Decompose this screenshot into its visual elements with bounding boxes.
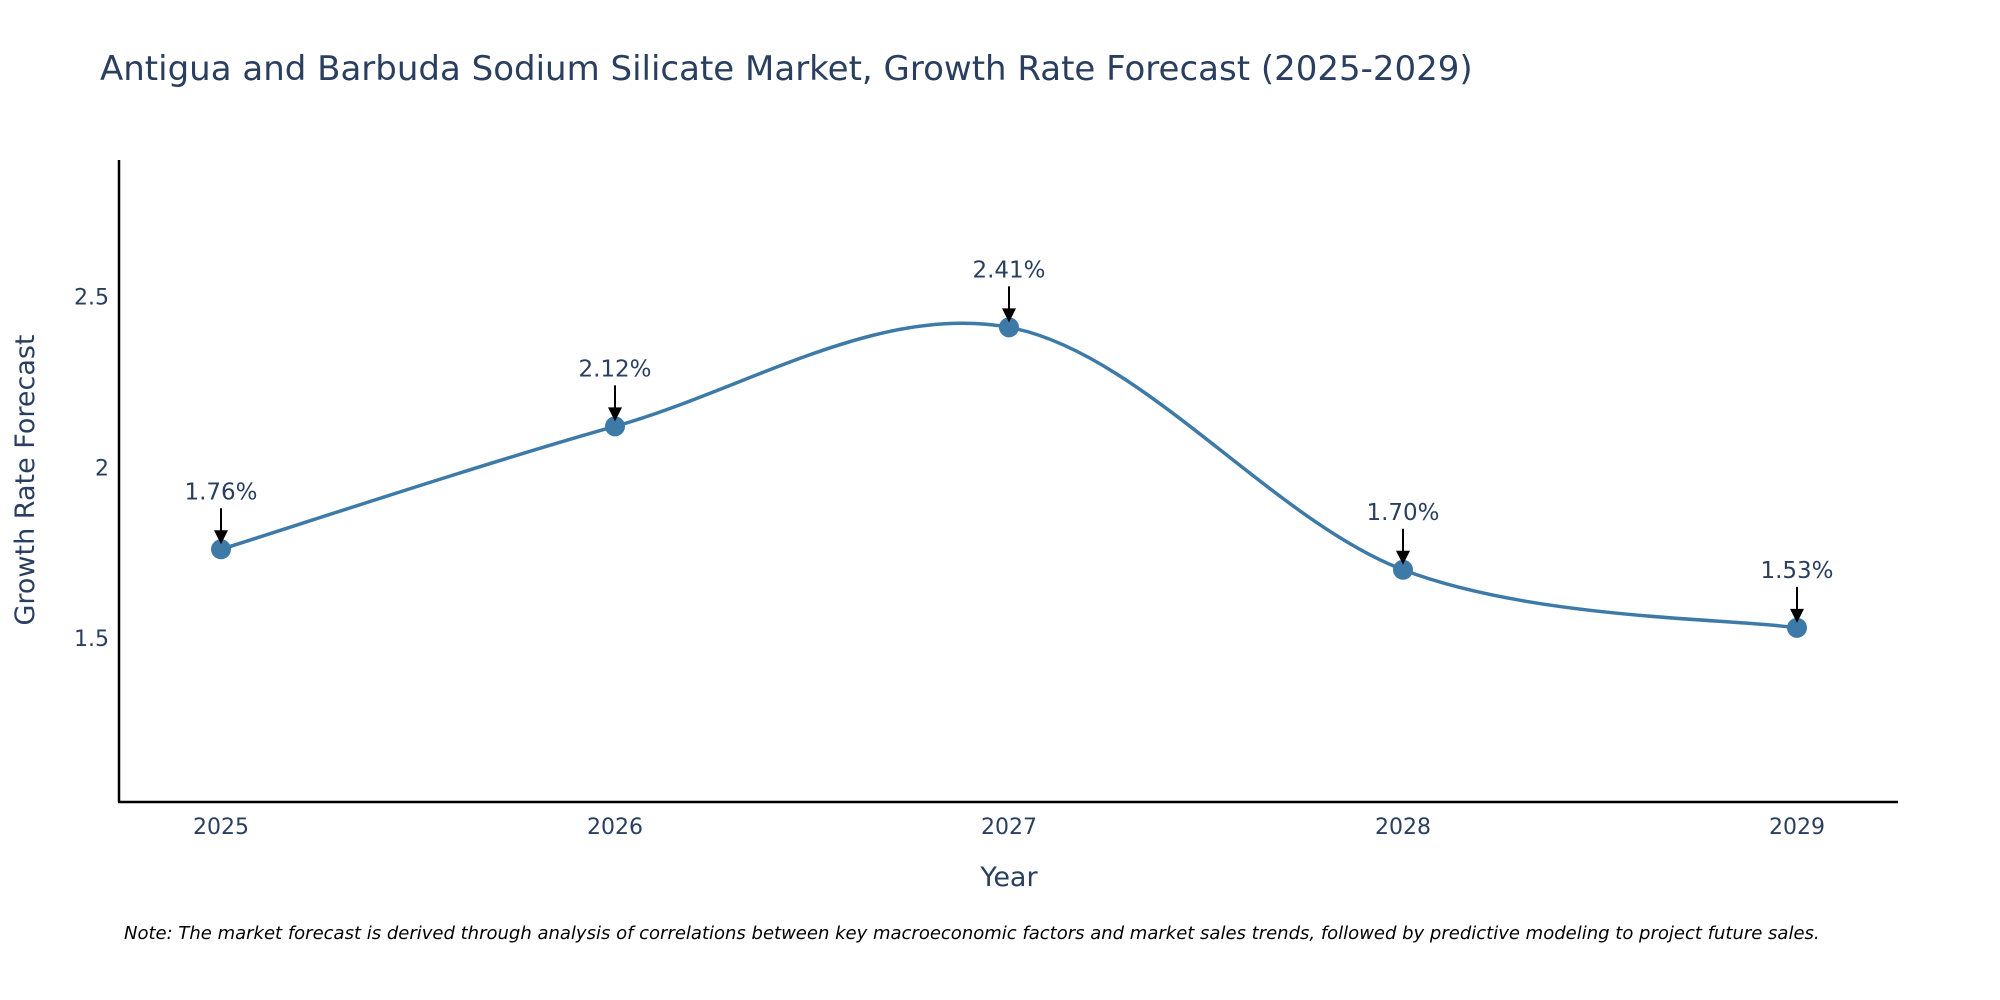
data-label: 1.53% [1760, 558, 1833, 584]
x-tick-label: 2026 [587, 815, 643, 840]
y-axis-ticks: 1.5 2 2.5 [74, 286, 109, 652]
data-point [999, 317, 1019, 338]
data-point [1393, 559, 1413, 580]
footnote: Note: The market forecast is derived thr… [124, 923, 1820, 944]
chart-title: Antigua and Barbuda Sodium Silicate Mark… [100, 49, 1473, 89]
data-annotation: 1.70% [1366, 500, 1440, 565]
annotation-arrowhead [214, 530, 228, 545]
x-tick-label: 2029 [1769, 815, 1825, 840]
y-axis-title: Growth Rate Forecast [10, 334, 41, 625]
y-tick-label: 2 [95, 456, 109, 481]
data-point [211, 539, 231, 560]
data-label: 2.12% [578, 356, 651, 382]
data-markers [211, 317, 1807, 638]
annotation-arrowhead [1790, 608, 1804, 623]
data-annotation: 1.76% [184, 479, 258, 545]
y-tick-label: 1.5 [74, 627, 109, 652]
annotation-arrowhead [1002, 308, 1016, 323]
data-label: 1.76% [184, 479, 257, 505]
annotation-arrowhead [608, 407, 622, 422]
x-axis-ticks: 2025 2026 2027 2028 2029 [193, 815, 1825, 840]
x-tick-label: 2027 [981, 815, 1037, 840]
data-annotation: 1.53% [1760, 558, 1834, 623]
x-tick-label: 2028 [1375, 815, 1431, 840]
data-label: 1.70% [1366, 500, 1439, 526]
data-point [1787, 617, 1807, 638]
data-annotations: 1.76% 2.12% 2.41% 1.70% 1.53% [184, 257, 1834, 623]
data-annotation: 2.12% [578, 356, 652, 422]
x-tick-label: 2025 [193, 815, 249, 840]
y-tick-label: 2.5 [74, 286, 109, 311]
data-label: 2.41% [972, 257, 1045, 283]
data-annotation: 2.41% [972, 257, 1046, 323]
x-axis-title: Year [979, 862, 1038, 893]
data-point [605, 416, 625, 437]
annotation-arrowhead [1396, 550, 1410, 565]
